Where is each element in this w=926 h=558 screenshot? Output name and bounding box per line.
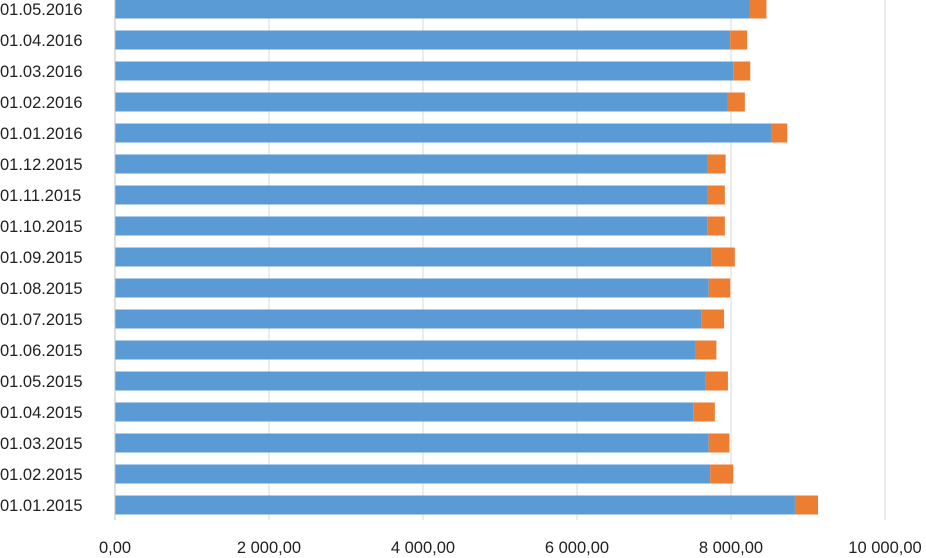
bar-series1 [115,464,711,484]
bar-series2 [708,433,730,453]
x-tick-label: 0,00 [99,539,131,557]
bar-series1 [115,247,712,267]
bar-series2 [733,61,751,81]
bar-series2 [711,247,735,267]
category-label: 01.10.2015 [0,218,83,236]
x-tick-label: 4 000,00 [391,539,455,557]
category-label: 01.12.2015 [0,156,83,174]
bar-series2 [705,371,728,391]
category-label: 01.03.2015 [0,435,83,453]
bar-series1 [115,92,728,112]
bar-series1 [115,185,708,205]
category-label: 01.02.2015 [0,466,83,484]
category-label: 01.05.2016 [0,1,83,19]
category-label: 01.11.2015 [0,187,81,205]
x-tick-label: 8 000,00 [699,539,763,557]
bar-series2 [695,340,717,360]
bar-series1 [115,309,702,329]
category-label: 01.02.2016 [0,94,83,112]
bar-series1 [115,61,734,81]
bar-series1 [115,278,709,298]
bar-series2 [727,92,745,112]
bar-series2 [693,402,715,422]
bar-series2 [710,464,734,484]
bar-series2 [749,0,767,19]
category-label: 01.01.2016 [0,125,83,143]
bar-series2 [730,30,748,50]
category-label: 01.06.2015 [0,342,83,360]
bar-series1 [115,371,706,391]
bar-series1 [115,123,772,143]
category-label: 01.08.2015 [0,280,83,298]
bar-series2 [771,123,788,143]
category-label: 01.04.2016 [0,32,83,50]
bar-series1 [115,402,694,422]
x-tick-label: 10 000,00 [848,539,921,557]
category-labels: 01.01.2015 01.02.2015 01.03.2015 01.04.2015… [0,1,83,515]
category-label: 01.05.2015 [0,373,83,391]
bar-series1 [115,216,708,236]
bar-series1 [115,30,731,50]
bar-series1 [115,495,795,515]
bar-series2 [701,309,725,329]
bar-series2 [707,154,726,174]
x-tick-label: 2 000,00 [237,539,301,557]
category-label: 01.03.2016 [0,63,83,81]
category-label: 01.07.2015 [0,311,83,329]
category-label: 01.01.2015 [0,497,83,515]
bar-series1 [115,433,709,453]
category-label: 01.09.2015 [0,249,83,267]
bars [115,0,819,515]
x-tick-labels: 0,00 2 000,00 4 000,00 6 000,00 8 000,00 10 0… [99,539,922,557]
bar-series2 [707,185,725,205]
category-label: 01.04.2015 [0,404,83,422]
bar-series1 [115,0,750,19]
bar-series2 [794,495,819,515]
x-tick-label: 6 000,00 [545,539,609,557]
bar-series1 [115,340,696,360]
bar-series2 [707,216,725,236]
bar-series2 [708,278,731,298]
bar-series1 [115,154,708,174]
